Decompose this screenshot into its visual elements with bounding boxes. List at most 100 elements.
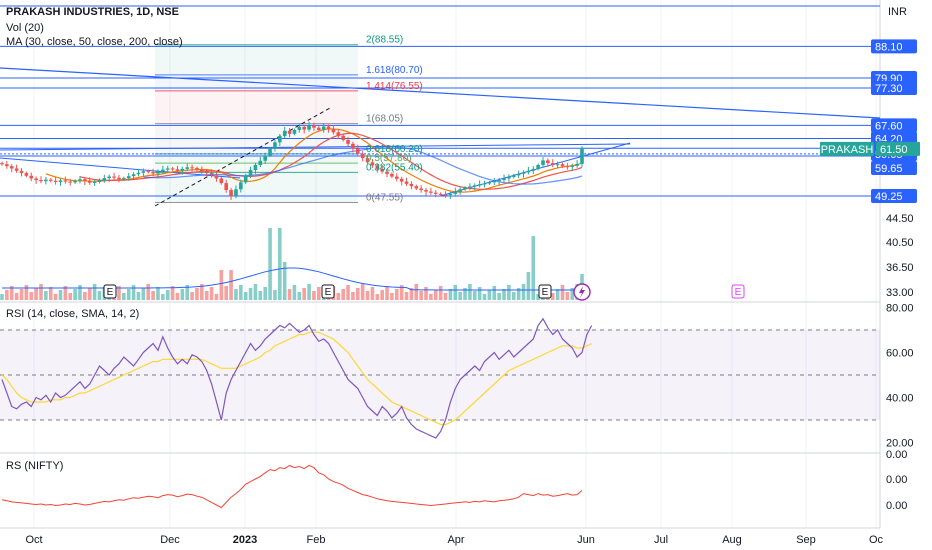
candle-body [312, 125, 316, 128]
trendline-descending[interactable] [0, 67, 881, 119]
trend-lines[interactable] [0, 67, 881, 207]
rsi-axis-label[interactable]: 60.00 [886, 348, 914, 360]
volume-bar [458, 292, 462, 300]
volume-bar [126, 289, 131, 300]
rsi-axis-label[interactable]: 80.00 [886, 303, 914, 315]
candle-body [429, 191, 433, 193]
price-axis-label[interactable]: 49.25 [875, 191, 903, 203]
candle-body [117, 177, 121, 180]
rsi-axis-label[interactable]: 40.00 [886, 393, 914, 405]
earnings-marker-label[interactable]: E [542, 287, 549, 298]
time-axis-label[interactable]: Oc [869, 534, 884, 546]
volume-bar [297, 292, 302, 300]
volume-bar [63, 286, 68, 300]
volume-axis-label[interactable]: 44.50 [886, 213, 914, 225]
candle-body [409, 183, 414, 187]
time-axis-label[interactable]: Apr [447, 534, 464, 546]
volume-bar [414, 284, 419, 300]
time-axis-label[interactable]: Jun [577, 534, 595, 546]
fib-label-5: 0.5(57.80) [366, 153, 412, 164]
candle-body [253, 165, 258, 171]
volume-bar [463, 288, 467, 300]
current-price-label[interactable]: 61.50 [880, 144, 908, 156]
volume-legend[interactable]: Vol (20) [6, 22, 44, 34]
price-axis-label[interactable]: 59.65 [875, 163, 903, 175]
rsi-sma-line [1, 331, 592, 426]
time-axis-label[interactable]: Dec [160, 534, 180, 546]
candle-body [546, 160, 550, 164]
rs-legend[interactable]: RS (NIFTY) [6, 460, 64, 472]
price-axis-badge[interactable] [871, 118, 917, 133]
volume-axis-label[interactable]: 33.00 [886, 287, 914, 299]
earnings-marker-label[interactable]: E [107, 287, 114, 298]
fib-label-4: 0.618(60.20) [366, 144, 423, 155]
candle-body [175, 169, 180, 171]
candle-body [355, 148, 360, 154]
candle-body [39, 180, 43, 182]
price-axis-badge[interactable] [871, 160, 917, 175]
symbol-title[interactable]: PRAKASH INDUSTRIES, 1D, NSE [6, 6, 179, 18]
volume-bar [175, 293, 180, 300]
price-axis-label[interactable]: 88.10 [875, 41, 903, 53]
horizontal-lines[interactable] [0, 5, 880, 197]
currency-label[interactable]: INR [888, 6, 907, 18]
volume-bar [234, 289, 238, 300]
candle-body [575, 163, 579, 166]
candle-body [414, 186, 419, 189]
earnings-marker-box[interactable] [731, 284, 745, 299]
candle-body [321, 126, 326, 130]
current-price-badge[interactable] [876, 141, 920, 156]
price-axis-label[interactable]: 67.60 [875, 120, 903, 132]
volume-axis-label[interactable]: 36.50 [886, 262, 914, 274]
rs-axis-label[interactable]: 0.00 [886, 474, 907, 486]
lightning-bolt-icon [579, 286, 585, 298]
candle-body [92, 181, 97, 183]
volume-bar [317, 287, 321, 300]
volume-bar [87, 288, 92, 300]
volume-bar [360, 284, 365, 300]
earnings-marker-label[interactable]: E [735, 287, 742, 298]
ticker-badge-label[interactable]: PRAKASH [821, 144, 874, 156]
rsi-legend[interactable]: RSI (14, close, SMA, 14, 2) [6, 308, 140, 320]
time-axis-label[interactable]: Oct [25, 534, 42, 546]
volume-bar [258, 291, 263, 300]
rs-axis-label[interactable]: 0.00 [886, 500, 907, 512]
volume-bar [195, 288, 199, 300]
time-axis[interactable]: Oct Dec 2023 Feb Apr Jun Jul Aug Sep Oc [25, 534, 883, 546]
fib-label-6: 0.382(55.40) [366, 162, 423, 173]
volume-bar [165, 290, 170, 300]
candle-body [224, 183, 229, 191]
volume-bar [73, 289, 77, 300]
volume-bar [229, 270, 233, 300]
trendline-flat[interactable] [0, 143, 631, 151]
fib-trend-dashed[interactable] [154, 107, 331, 207]
price-axis-badge[interactable] [871, 81, 917, 96]
ma-legend[interactable]: MA (30, close, 50, close, 200, close) [6, 36, 183, 48]
candle-body [180, 168, 185, 171]
earnings-marker-box[interactable] [321, 284, 335, 299]
time-axis-label[interactable]: 2023 [233, 534, 257, 546]
time-axis-label[interactable]: Sep [796, 534, 816, 546]
price-axis-badge[interactable] [871, 189, 917, 203]
rs-axis-label[interactable]: 0.00 [886, 449, 907, 461]
ticker-badge[interactable] [820, 141, 874, 156]
time-axis-label[interactable]: Jul [654, 534, 668, 546]
earnings-marker-label[interactable]: E [325, 287, 332, 298]
candle-body [278, 136, 282, 143]
candle-body [419, 188, 423, 191]
time-axis-label[interactable]: Feb [307, 534, 326, 546]
candle-body [195, 168, 199, 170]
price-axis-badge[interactable] [871, 39, 917, 54]
earnings-marker-box[interactable] [103, 284, 117, 299]
earnings-marker-box[interactable] [538, 284, 552, 299]
time-axis-label[interactable]: Aug [722, 534, 742, 546]
volume-bar [83, 292, 87, 300]
rsi-axis-label[interactable]: 20.00 [886, 438, 914, 450]
volume-bar [58, 290, 63, 300]
price-axis-label[interactable]: 77.30 [875, 83, 903, 95]
candle-body [390, 173, 394, 177]
volume-axis-label[interactable]: 40.50 [886, 237, 914, 249]
price-axis[interactable]: 88.1079.9077.3067.6064.2061.6559.6559.65… [820, 39, 920, 512]
